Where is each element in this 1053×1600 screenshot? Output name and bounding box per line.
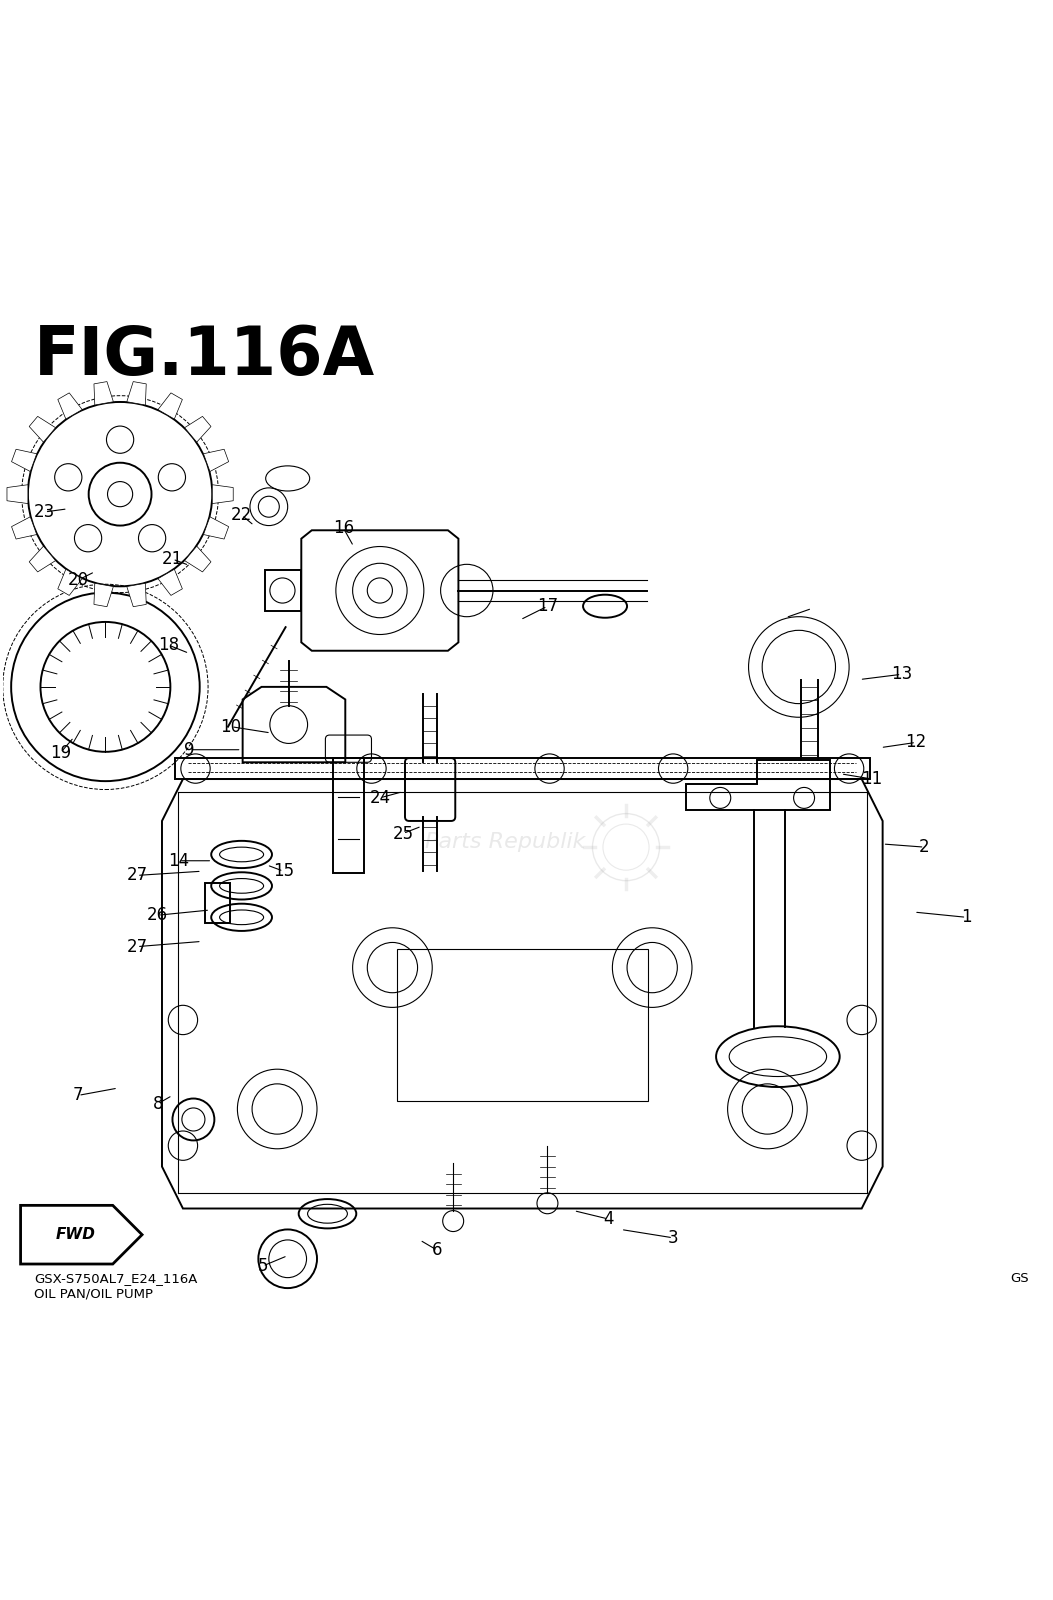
Polygon shape [158,394,182,419]
Polygon shape [21,1205,142,1264]
Bar [397,949,648,1101]
Text: 21: 21 [162,550,183,568]
Text: 26: 26 [147,906,168,925]
Text: 5: 5 [257,1258,267,1275]
Text: 24: 24 [370,789,391,806]
Text: 22: 22 [231,506,253,525]
Polygon shape [94,584,114,606]
Polygon shape [29,546,56,571]
Polygon shape [7,485,28,504]
Text: 17: 17 [537,597,558,616]
Polygon shape [126,381,146,405]
Polygon shape [12,450,37,472]
Text: 9: 9 [184,741,195,758]
Text: 4: 4 [603,1210,614,1227]
Polygon shape [58,394,82,419]
Polygon shape [203,517,229,539]
Bar [205,883,230,923]
Text: 14: 14 [168,851,190,870]
Polygon shape [184,546,211,571]
Text: 25: 25 [393,824,414,843]
Polygon shape [94,381,114,405]
Text: 19: 19 [49,744,71,762]
Polygon shape [184,416,211,442]
Text: 2: 2 [919,838,930,856]
Text: GS: GS [1011,1272,1029,1285]
Polygon shape [213,485,233,504]
Text: 11: 11 [861,770,882,789]
Polygon shape [12,517,37,539]
Text: 15: 15 [273,862,294,880]
Text: 6: 6 [432,1242,442,1259]
Text: 7: 7 [73,1086,83,1104]
Text: 18: 18 [158,635,179,654]
Text: 20: 20 [67,571,88,589]
Text: 23: 23 [34,502,56,522]
Polygon shape [58,570,82,595]
Text: 27: 27 [126,938,147,955]
Text: 8: 8 [153,1094,163,1112]
Text: FIG.116A: FIG.116A [34,323,376,389]
Bar [333,758,364,874]
Text: 10: 10 [220,718,242,736]
Text: FWD: FWD [56,1227,96,1242]
Text: 3: 3 [668,1229,678,1246]
Polygon shape [203,450,229,472]
Text: 27: 27 [126,867,147,885]
Text: 1: 1 [961,909,972,926]
Text: 13: 13 [891,666,912,683]
Text: 12: 12 [906,733,927,752]
Polygon shape [126,584,146,606]
Polygon shape [29,416,56,442]
Text: 16: 16 [333,518,354,536]
Polygon shape [158,570,182,595]
Text: GSX-S750AL7_E24_116A: GSX-S750AL7_E24_116A [34,1272,198,1285]
Text: Parts Republik: Parts Republik [425,832,585,851]
Text: OIL PAN/OIL PUMP: OIL PAN/OIL PUMP [34,1288,153,1301]
